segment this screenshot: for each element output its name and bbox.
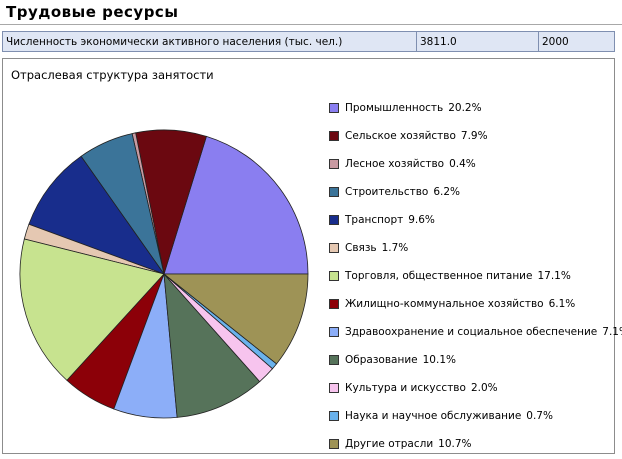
- legend-item-6: Торговля, общественное питание 17.1%: [329, 262, 622, 290]
- legend-label: Лесное хозяйство: [345, 158, 445, 170]
- legend-label: Связь: [345, 242, 377, 254]
- stat-row: Численность экономически активного насел…: [2, 31, 615, 52]
- stat-label: Численность экономически активного насел…: [2, 31, 417, 52]
- legend-value: 2.0%: [470, 382, 498, 394]
- pie-slice-9: [163, 272, 261, 418]
- legend-value: 17.1%: [537, 270, 571, 282]
- legend-swatch: [329, 327, 339, 337]
- legend-item-12: Другие отрасли 10.7%: [329, 430, 622, 458]
- legend-value: 6.2%: [433, 186, 461, 198]
- legend-item-9: Образование 10.1%: [329, 346, 622, 374]
- legend-label: Здравоохранение и социальное обеспечение: [345, 326, 598, 338]
- stat-year: 2000: [538, 31, 615, 52]
- legend-item-3: Строительство 6.2%: [329, 178, 622, 206]
- pie-slice-6: [19, 238, 165, 381]
- legend-item-11: Наука и научное обслуживание 0.7%: [329, 402, 622, 430]
- legend-value: 10.7%: [438, 438, 472, 450]
- legend-swatch: [329, 215, 339, 225]
- legend-swatch: [329, 355, 339, 365]
- chart-legend: Промышленность 20.2% Сельское хозяйство 7.9…: [329, 94, 622, 458]
- legend-item-0: Промышленность 20.2%: [329, 94, 622, 122]
- pie-slice-4: [28, 155, 166, 275]
- legend-value: 1.7%: [381, 242, 409, 254]
- legend-value: 0.4%: [449, 158, 476, 170]
- stat-value: 3811.0: [416, 31, 539, 52]
- legend-value: 6.1%: [548, 298, 576, 310]
- legend-label: Образование: [345, 354, 418, 366]
- legend-swatch: [329, 271, 339, 281]
- legend-value: 20.2%: [448, 102, 482, 114]
- employment-structure-chart: Отраслевая структура занятости Промышлен…: [2, 58, 622, 454]
- legend-item-1: Сельское хозяйство 7.9%: [329, 122, 622, 150]
- title-divider: [0, 24, 622, 25]
- legend-swatch: [329, 383, 339, 393]
- page-title: Трудовые ресурсы: [6, 3, 179, 21]
- legend-item-10: Культура и искусство 2.0%: [329, 374, 622, 402]
- legend-swatch: [329, 103, 339, 113]
- legend-label: Сельское хозяйство: [345, 130, 456, 142]
- legend-label: Транспорт: [345, 214, 404, 226]
- legend-label: Строительство: [345, 186, 429, 198]
- legend-value: 7.9%: [460, 130, 488, 142]
- population-stat-table: Численность экономически активного насел…: [2, 31, 615, 52]
- legend-item-4: Транспорт 9.6%: [329, 206, 622, 234]
- legend-item-8: Здравоохранение и социальное обеспечение…: [329, 318, 622, 346]
- legend-swatch: [329, 299, 339, 309]
- legend-label: Другие отрасли: [345, 438, 434, 450]
- pie-slice-0: [163, 135, 309, 275]
- legend-label: Торговля, общественное питание: [345, 270, 533, 282]
- legend-swatch: [329, 131, 339, 141]
- legend-label: Жилищно-коммунальное хозяйство: [345, 298, 544, 310]
- pie-chart: [19, 129, 309, 419]
- legend-item-2: Лесное хозяйство 0.4%: [329, 150, 622, 178]
- legend-label: Культура и искусство: [345, 382, 466, 394]
- legend-item-5: Связь 1.7%: [329, 234, 622, 262]
- pie-slice-12: [162, 273, 309, 365]
- legend-swatch: [329, 159, 339, 169]
- legend-swatch: [329, 187, 339, 197]
- legend-swatch: [329, 439, 339, 449]
- legend-swatch: [329, 411, 339, 421]
- chart-title: Отраслевая структура занятости: [11, 68, 214, 82]
- legend-value: 10.1%: [422, 354, 456, 366]
- legend-label: Наука и научное обслуживание: [345, 410, 522, 422]
- legend-label: Промышленность: [345, 102, 444, 114]
- legend-value: 0.7%: [526, 410, 553, 422]
- legend-swatch: [329, 243, 339, 253]
- legend-item-7: Жилищно-коммунальное хозяйство 6.1%: [329, 290, 622, 318]
- legend-value: 9.6%: [408, 214, 435, 226]
- legend-value: 7.1%: [602, 326, 622, 338]
